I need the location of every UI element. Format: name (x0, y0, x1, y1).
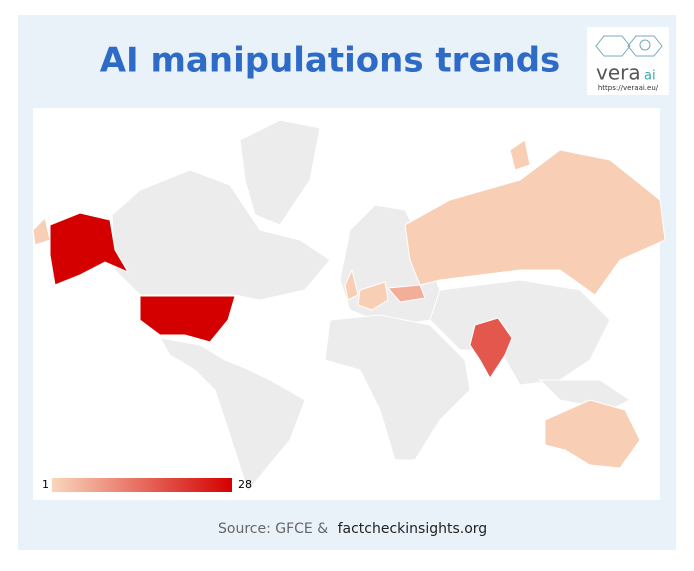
region-western-europe (357, 281, 389, 311)
logo-suffix: ai (644, 69, 656, 84)
africa (324, 314, 471, 461)
region-usa (49, 212, 236, 343)
region-australia (544, 399, 641, 469)
source: Source: GFCE & factcheckinsights.org (218, 521, 487, 537)
legend-min: 1 (42, 478, 49, 491)
canada (111, 169, 331, 301)
latin-america (159, 337, 306, 494)
region-india (469, 317, 513, 379)
source-text: Source: GFCE & (218, 521, 328, 537)
region-ukraine (386, 284, 426, 303)
logo: vera ai https://veraai.eu/ (587, 27, 669, 95)
southeast-asia (538, 379, 631, 411)
logo-hex (595, 35, 631, 57)
highlighted-regions (32, 139, 666, 469)
greenland (239, 119, 321, 226)
region-canada-east (32, 217, 51, 246)
region-east-asia (509, 139, 531, 171)
region-uk (344, 268, 359, 301)
source-link[interactable]: factcheckinsights.org (338, 521, 488, 537)
logo-name: vera (596, 61, 641, 85)
legend-max: 28 (238, 478, 252, 491)
logo-hex (627, 35, 663, 57)
logo-url: https://veraai.eu/ (598, 84, 659, 92)
region-russia (404, 149, 666, 296)
legend-gradient (52, 478, 232, 492)
logo-lens (639, 39, 651, 51)
world-map (111, 119, 631, 494)
title: AI manipulations trends (100, 41, 561, 81)
